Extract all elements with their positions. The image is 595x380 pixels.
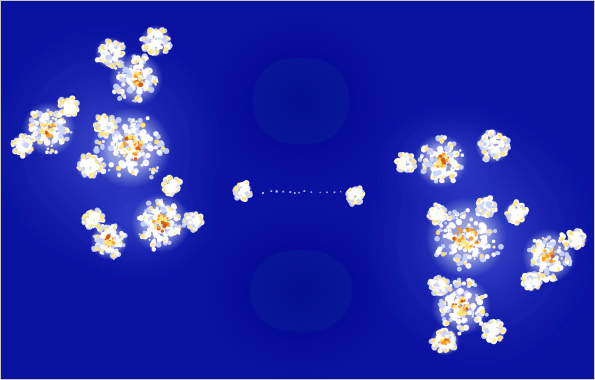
left-cluster: [139, 24, 173, 58]
left-cluster: [94, 36, 128, 70]
left-fractal-lobe: [10, 24, 205, 260]
right-cluster: [520, 270, 543, 292]
left-cluster: [57, 95, 80, 118]
left-cluster: [75, 152, 103, 180]
left-cluster: [81, 207, 106, 230]
right-fractal-lobe: [393, 128, 588, 356]
left-cluster: [181, 210, 205, 233]
right-cluster: [426, 202, 448, 226]
right-cluster: [414, 134, 468, 188]
left-cluster: [109, 52, 163, 106]
left-cluster: [10, 133, 36, 159]
filament-node: [232, 180, 253, 203]
left-cluster: [90, 222, 128, 260]
right-cluster: [475, 128, 511, 164]
right-cluster: [522, 229, 576, 283]
right-cluster: [427, 274, 451, 297]
right-cluster: [393, 152, 418, 174]
left-cluster: [160, 174, 183, 198]
filament-node: [345, 185, 366, 207]
right-cluster: [503, 199, 529, 226]
left-cluster: [92, 112, 118, 139]
central-filament: [232, 180, 366, 207]
right-cluster: [480, 318, 507, 345]
right-cluster: [566, 227, 588, 251]
right-cluster: [428, 326, 460, 356]
right-cluster: [475, 195, 498, 219]
left-cluster: [131, 193, 191, 253]
center-basin: [201, 11, 401, 376]
